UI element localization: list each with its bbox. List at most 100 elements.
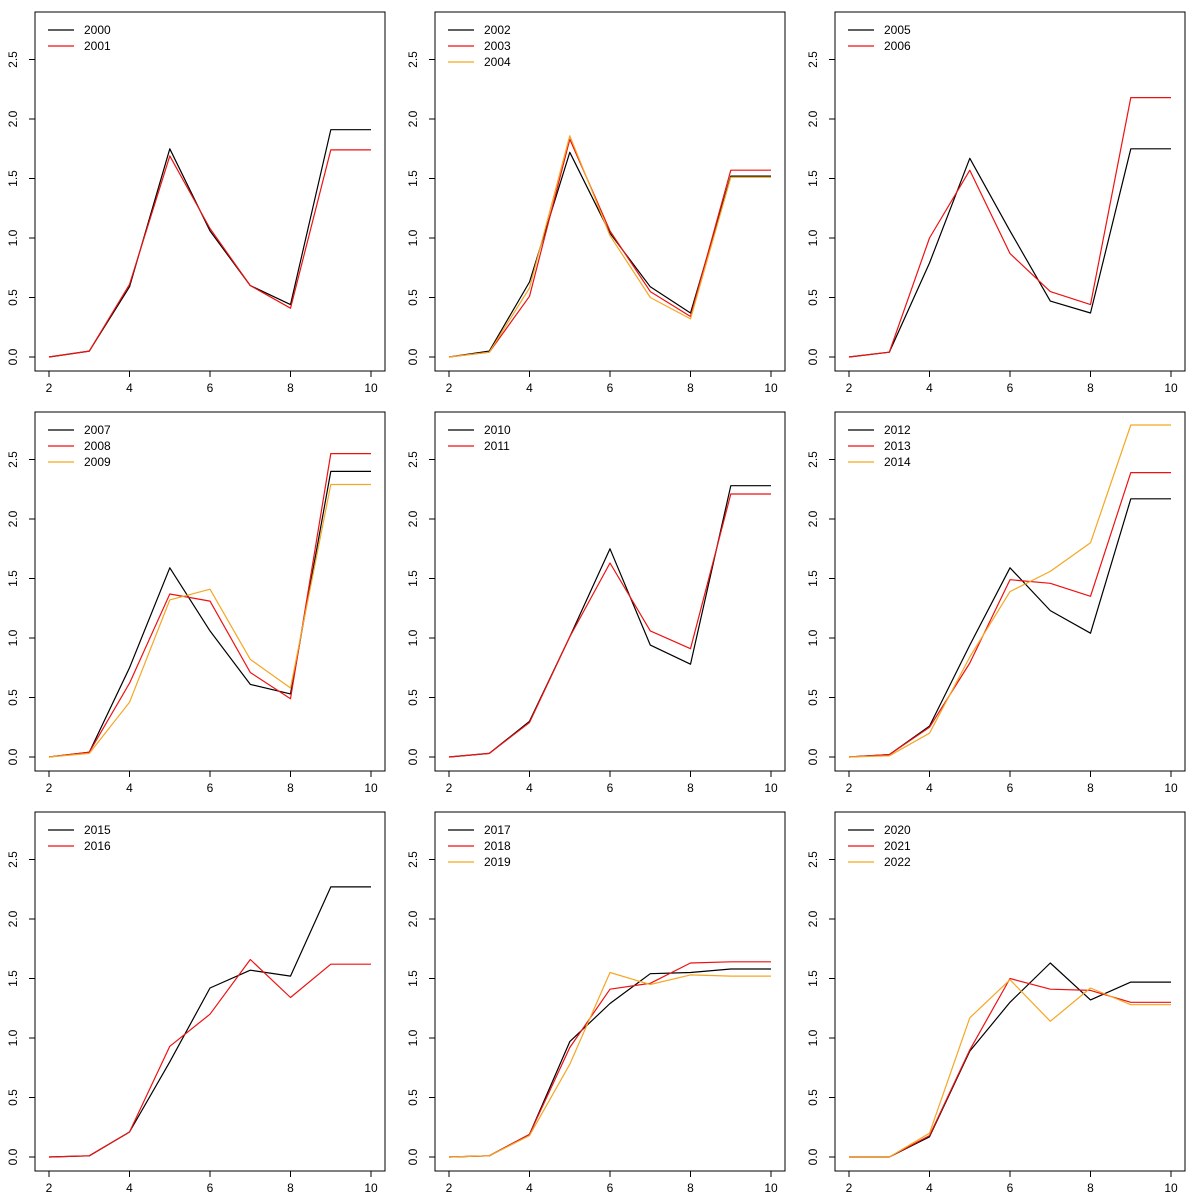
legend-label: 2011 [484,439,510,453]
x-tick-label: 10 [364,781,378,795]
legend-label: 2020 [884,823,911,837]
legend-label: 2002 [484,23,511,37]
series-line [448,135,771,358]
x-tick-label: 8 [1087,381,1094,395]
legend-label: 2013 [884,439,911,453]
y-tick-label: 0.5 [806,289,820,306]
y-tick-label: 1.0 [806,629,820,646]
x-tick-label: 2 [46,381,53,395]
legend-label: 2014 [884,455,911,469]
legend-label: 2008 [84,439,111,453]
series-line [448,493,771,758]
chart-panel: 2 4 6 8 10 0.0 0.5 1.0 1.5 2.0 2.5 2020 2021 2022 [806,811,1186,1195]
y-tick-label: 0.0 [806,748,820,765]
chart-panel: 2 4 6 8 10 0.0 0.5 1.0 1.5 2.0 2.5 2002 2003 2004 [406,11,786,395]
y-tick-label: 2.5 [406,51,420,68]
series-line [848,96,1171,358]
legend-label: 2016 [84,839,111,853]
y-tick-label: 2.5 [6,451,20,468]
x-tick-label: 2 [446,781,453,795]
legend-label: 2022 [884,855,911,869]
series-line [849,962,1171,1158]
series-line [48,958,371,1158]
legend-label: 2010 [484,423,511,437]
y-tick-label: 1.5 [806,170,820,187]
y-tick-label: 2.0 [6,910,20,927]
chart-panel: 2 4 6 8 10 0.0 0.5 1.0 1.5 2.0 2.5 2012 2013 2014 [806,411,1186,795]
chart-panel: 2 4 6 8 10 0.0 0.5 1.0 1.5 2.0 2.5 2015 2016 [6,811,386,1195]
chart-panel: 2 4 6 8 10 0.0 0.5 1.0 1.5 2.0 2.5 2017 2018 2019 [406,811,786,1195]
y-tick-label: 1.0 [406,1029,420,1046]
chart-panel: 2 4 6 8 10 0.0 0.5 1.0 1.5 2.0 2.5 2010 2011 [406,411,786,795]
x-tick-label: 6 [1007,1181,1014,1195]
series-line [849,977,1171,1158]
y-tick-label: 0.0 [806,1148,820,1165]
legend-label: 2000 [84,23,111,37]
y-tick-label: 1.5 [406,570,420,587]
legend-label: 2012 [884,423,911,437]
legend-label: 2019 [484,855,511,869]
x-tick-label: 6 [207,381,214,395]
y-tick-label: 0.0 [406,1148,420,1165]
y-tick-label: 2.0 [806,110,820,127]
x-tick-label: 6 [207,781,214,795]
chart-panel: 2 4 6 8 10 0.0 0.5 1.0 1.5 2.0 2.5 2000 2001 [6,11,386,395]
x-tick-label: 8 [1087,1181,1094,1195]
y-tick-label: 0.0 [6,348,20,365]
series-line [448,151,771,358]
y-tick-label: 1.5 [806,970,820,987]
y-tick-label: 1.5 [806,570,820,587]
y-tick-label: 2.0 [806,510,820,527]
y-tick-label: 1.0 [6,1029,20,1046]
x-tick-label: 8 [687,1181,694,1195]
y-tick-label: 2.0 [406,910,420,927]
x-tick-label: 2 [446,1181,453,1195]
y-tick-label: 2.0 [806,910,820,927]
plot-frame [834,11,1186,372]
series-line [448,971,771,1158]
chart-panel: 2 4 6 8 10 0.0 0.5 1.0 1.5 2.0 2.5 2007 2008 2009 [6,411,386,795]
y-tick-label: 1.0 [6,229,20,246]
series-line [848,498,1171,758]
y-tick-label: 0.5 [6,1089,20,1106]
y-tick-label: 0.5 [406,689,420,706]
y-tick-label: 1.0 [6,629,20,646]
x-tick-label: 8 [287,781,294,795]
y-tick-label: 2.5 [806,51,820,68]
y-tick-label: 1.5 [6,570,20,587]
x-tick-label: 2 [846,781,853,795]
y-tick-label: 0.0 [806,348,820,365]
y-tick-label: 1.0 [806,229,820,246]
chart-panel: 2 4 6 8 10 0.0 0.5 1.0 1.5 2.0 2.5 2005 2006 [806,11,1186,395]
x-tick-label: 8 [287,1181,294,1195]
x-tick-label: 4 [526,1181,533,1195]
y-tick-label: 1.5 [6,170,20,187]
series-line [448,961,771,1158]
x-tick-label: 2 [846,1181,853,1195]
y-tick-label: 0.5 [806,689,820,706]
y-tick-label: 2.0 [406,510,420,527]
series-line [848,424,1171,758]
x-tick-label: 10 [1164,381,1178,395]
x-tick-label: 4 [526,381,533,395]
legend-label: 2009 [84,455,111,469]
x-tick-label: 4 [526,781,533,795]
x-tick-label: 10 [364,1181,378,1195]
x-tick-label: 10 [1164,1181,1178,1195]
legend-label: 2015 [84,823,111,837]
y-tick-label: 2.0 [406,110,420,127]
x-tick-label: 2 [846,381,853,395]
x-tick-label: 2 [46,781,53,795]
y-tick-label: 2.0 [6,110,20,127]
y-tick-label: 0.0 [406,748,420,765]
x-tick-label: 2 [46,1181,53,1195]
x-tick-label: 8 [687,781,694,795]
plot-frame [34,11,386,372]
y-tick-label: 2.0 [6,510,20,527]
y-tick-label: 2.5 [806,451,820,468]
x-tick-label: 10 [764,781,778,795]
series-line [48,470,371,758]
x-tick-label: 4 [926,1181,933,1195]
y-tick-label: 0.0 [6,748,20,765]
